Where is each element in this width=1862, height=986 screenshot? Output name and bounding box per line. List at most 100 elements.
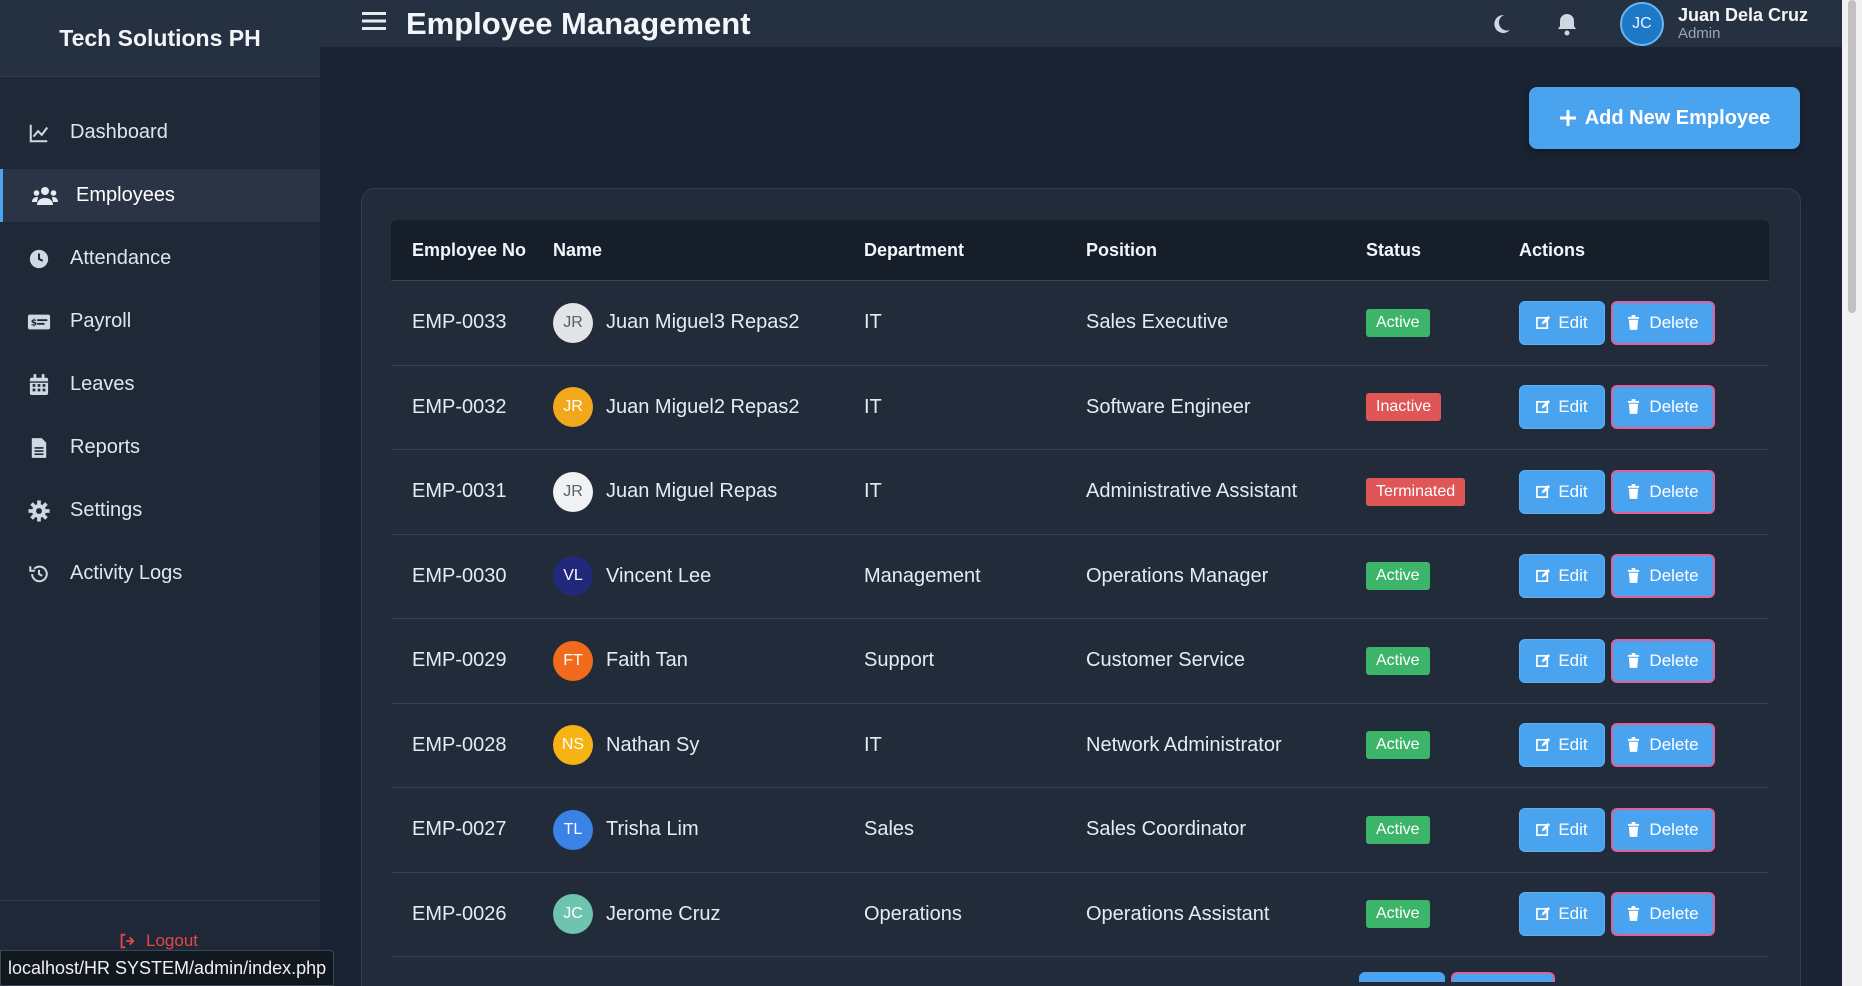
logout-link[interactable]: Logout	[118, 931, 198, 951]
department-cell: IT	[864, 480, 882, 503]
edit-icon	[1536, 653, 1552, 669]
delete-button[interactable]: Delete	[1611, 807, 1715, 852]
position-cell: Software Engineer	[1086, 395, 1251, 418]
delete-button[interactable]: Delete	[1611, 723, 1715, 768]
clock-icon	[26, 246, 52, 272]
sign-out-icon	[118, 932, 136, 950]
bell-icon[interactable]	[1554, 11, 1580, 37]
add-new-employee-label: Add New Employee	[1584, 106, 1771, 129]
employee-name: Juan Miguel3 Repas2	[606, 311, 800, 334]
status-badge: Inactive	[1366, 393, 1442, 422]
edit-button[interactable]: Edit	[1519, 807, 1605, 852]
edit-button[interactable]: Edit	[1519, 554, 1605, 599]
sidebar-item-label: Payroll	[70, 310, 132, 332]
actions-cell: Edit Delete	[1519, 723, 1769, 768]
position-cell: Network Administrator	[1086, 733, 1282, 756]
sidebar-item-activity-logs[interactable]: Activity Logs	[0, 547, 320, 600]
sidebar-item-reports[interactable]: Reports	[0, 421, 320, 474]
edit-button[interactable]: Edit	[1519, 638, 1605, 683]
department-cell: IT	[864, 733, 882, 756]
edit-icon	[1536, 399, 1552, 415]
sidebar: Tech Solutions PH Dashboard Employees Atte…	[0, 0, 320, 986]
employee-avatar: JC	[553, 894, 593, 935]
trash-icon	[1627, 314, 1643, 331]
position-cell: Sales Executive	[1086, 311, 1229, 334]
edit-icon	[1536, 822, 1552, 838]
table-row-partial	[391, 957, 1769, 982]
page-title: Employee Management	[406, 5, 751, 41]
status-cell: Active	[1366, 815, 1519, 844]
sidebar-item-label: Reports	[70, 436, 141, 458]
delete-button[interactable]: Delete	[1611, 892, 1715, 937]
delete-button[interactable]: Delete	[1611, 385, 1715, 430]
sidebar-item-settings[interactable]: Settings	[0, 484, 320, 537]
money-check-icon: $	[26, 309, 52, 335]
position-cell: Operations Assistant	[1086, 902, 1270, 925]
top-header: Employee Management JC Juan Dela Cruz Ad…	[320, 0, 1842, 47]
status-cell: Active	[1366, 308, 1519, 337]
trash-icon	[1627, 821, 1643, 838]
hamburger-menu-icon[interactable]	[362, 11, 386, 36]
employee-avatar: VL	[553, 556, 593, 597]
department-cell: Management	[864, 564, 981, 587]
sidebar-item-dashboard[interactable]: Dashboard	[0, 106, 320, 159]
column-header-actions: Actions	[1519, 239, 1586, 260]
table-body: EMP-0033 JR Juan Miguel3 Repas2 IT Sales Exe…	[391, 281, 1769, 957]
delete-button-partial[interactable]	[1451, 972, 1555, 982]
column-header-name: Name	[553, 239, 603, 260]
name-cell: JC Jerome Cruz	[553, 894, 864, 935]
table-row: EMP-0031 JR Juan Miguel Repas IT Administrat…	[391, 450, 1769, 535]
scrollbar-thumb[interactable]	[1848, 0, 1856, 313]
table-row: EMP-0029 FT Faith Tan Support Customer Servi…	[391, 619, 1769, 704]
edit-button[interactable]: Edit	[1519, 723, 1605, 768]
brand-title: Tech Solutions PH	[0, 0, 320, 77]
gear-icon	[26, 498, 52, 524]
delete-label: Delete	[1649, 650, 1699, 670]
delete-button[interactable]: Delete	[1611, 554, 1715, 599]
edit-button[interactable]: Edit	[1519, 300, 1605, 345]
delete-button[interactable]: Delete	[1611, 300, 1715, 345]
edit-icon	[1536, 484, 1552, 500]
name-cell: FT Faith Tan	[553, 640, 864, 681]
sidebar-item-employees[interactable]: Employees	[0, 169, 320, 222]
edit-button[interactable]: Edit	[1519, 385, 1605, 430]
delete-button[interactable]: Delete	[1611, 638, 1715, 683]
name-cell: NS Nathan Sy	[553, 725, 864, 766]
edit-icon	[1536, 568, 1552, 584]
status-badge: Terminated	[1366, 477, 1466, 506]
sidebar-item-label: Dashboard	[70, 121, 168, 143]
edit-button[interactable]: Edit	[1519, 892, 1605, 937]
table-row: EMP-0033 JR Juan Miguel3 Repas2 IT Sales Exe…	[391, 281, 1769, 366]
page-scrollbar[interactable]	[1842, 0, 1862, 986]
table-header: Employee No Name Department Position Sta…	[391, 220, 1769, 281]
sidebar-item-label: Employees	[76, 184, 175, 206]
trash-icon	[1627, 399, 1643, 415]
sidebar-footer: Logout	[0, 900, 320, 986]
column-header-department: Department	[864, 239, 965, 260]
employee-no-cell: EMP-0030	[412, 564, 507, 587]
table-row: EMP-0027 TL Trisha Lim Sales Sales Coordinat…	[391, 788, 1769, 873]
status-cell: Active	[1366, 731, 1519, 760]
dark-mode-moon-icon[interactable]	[1488, 11, 1514, 37]
chart-line-icon	[26, 120, 52, 146]
trash-icon	[1627, 483, 1643, 500]
employee-name: Trisha Lim	[606, 818, 699, 841]
add-new-employee-button[interactable]: Add New Employee	[1529, 87, 1800, 149]
sidebar-item-attendance[interactable]: Attendance	[0, 232, 320, 285]
sidebar-item-leaves[interactable]: Leaves	[0, 358, 320, 411]
edit-button-partial[interactable]	[1359, 972, 1445, 982]
edit-icon	[1536, 737, 1552, 753]
user-info[interactable]: Juan Dela Cruz Admin	[1678, 5, 1808, 43]
users-icon	[32, 183, 58, 209]
employee-name: Vincent Lee	[606, 564, 712, 587]
employee-name: Juan Miguel2 Repas2	[606, 395, 800, 418]
actions-cell: Edit Delete	[1519, 892, 1769, 937]
edit-button[interactable]: Edit	[1519, 469, 1605, 514]
user-avatar[interactable]: JC	[1619, 1, 1664, 46]
delete-label: Delete	[1649, 566, 1699, 586]
sidebar-item-payroll[interactable]: $ Payroll	[0, 295, 320, 348]
status-badge: Active	[1366, 900, 1430, 929]
delete-button[interactable]: Delete	[1611, 469, 1715, 514]
employee-avatar: TL	[553, 809, 593, 850]
employee-avatar: JR	[553, 471, 593, 512]
